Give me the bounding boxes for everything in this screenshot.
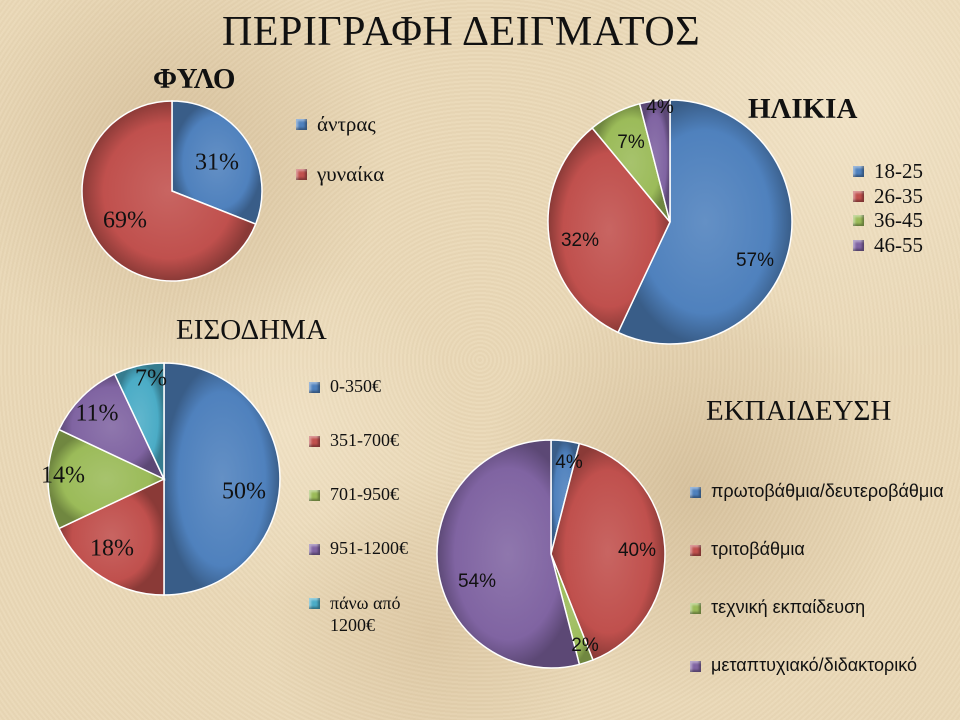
pie-slice-income-5	[113, 362, 165, 480]
legend-swatch	[690, 603, 701, 614]
legend-label: 0-350€	[330, 376, 381, 396]
pie-education	[436, 439, 666, 669]
legend-label: 701-950€	[330, 484, 399, 504]
legend-item-age-4: 46-55	[853, 233, 923, 258]
pie-gender	[81, 100, 263, 282]
pie-slice-education-2	[550, 442, 666, 661]
legend-label: 18-25	[874, 159, 923, 183]
pie-age	[547, 99, 793, 345]
data-label-income-4: 11%	[75, 401, 118, 427]
legend-swatch	[309, 490, 320, 501]
legend-item-gender-1: άντρας	[296, 112, 376, 137]
legend-item-age-2: 26-35	[853, 184, 923, 209]
legend-swatch	[690, 487, 701, 498]
legend-label: μεταπτυχιακό/διδακτορικό	[711, 655, 918, 675]
data-label-gender-1: 31%	[195, 150, 239, 176]
legend-item-income-2: 351-700€	[309, 430, 399, 451]
legend-label: 26-35	[874, 183, 923, 208]
pie-slice-income-2	[58, 477, 165, 596]
data-label-income-1: 50%	[222, 479, 266, 505]
chart-title-income: ΕΙΣΟΔΗΜΑ	[176, 314, 327, 346]
legend-label: γυναίκα	[317, 162, 385, 186]
legend-swatch	[296, 119, 307, 130]
legend-swatch	[690, 661, 701, 672]
pie-slice-education-4	[436, 439, 581, 669]
legend-item-education-3: τεχνική εκπαίδευση	[690, 597, 865, 618]
chart-title-age: ΗΛΙΚΙΑ	[748, 93, 858, 125]
legend-item-income-5: πάνω από 1200€	[309, 592, 420, 636]
legend-swatch	[309, 598, 320, 609]
data-label-age-4: 4%	[646, 97, 674, 118]
pie-slice-income-3	[47, 428, 166, 530]
legend-swatch	[309, 382, 320, 393]
legend-item-income-4: 951-1200€	[309, 538, 408, 559]
data-label-income-5: 7%	[135, 366, 167, 392]
legend-label: 36-45	[874, 208, 923, 232]
legend-label: τεχνική εκπαίδευση	[711, 597, 866, 617]
chart-title-gender: ΦΥΛΟ	[153, 63, 236, 95]
pie-slice-gender-1	[171, 100, 263, 226]
pie-slice-income-1	[163, 362, 281, 596]
legend-swatch	[296, 169, 307, 180]
data-label-education-2: 40%	[618, 540, 656, 561]
legend-item-education-2: τριτοβάθμια	[690, 539, 805, 560]
legend-swatch	[309, 436, 320, 447]
data-label-age-2: 32%	[561, 230, 599, 251]
data-label-age-1: 57%	[736, 250, 774, 271]
legend-label: τριτοβάθμια	[711, 539, 805, 559]
legend-label: 351-700€	[330, 430, 399, 450]
legend-swatch	[853, 239, 864, 251]
legend-item-income-3: 701-950€	[309, 484, 399, 505]
slide-title: ΠΕΡΙΓΡΑΦΗ ΔΕΙΓΜΑΤΟΣ	[222, 9, 701, 55]
legend-item-gender-2: γυναίκα	[296, 162, 384, 187]
data-label-education-4: 54%	[458, 571, 496, 592]
legend-label: 46-55	[874, 232, 923, 257]
legend-item-income-1: 0-350€	[309, 376, 381, 397]
legend-label: πρωτοβάθμια/δευτεροβάθμια	[711, 481, 944, 501]
pie-slice-age-1	[617, 99, 793, 345]
data-label-income-2: 18%	[90, 536, 134, 562]
pie-income	[47, 362, 281, 596]
legend-label: 951-1200€	[330, 538, 408, 558]
legend-label: άντρας	[317, 112, 376, 136]
data-label-age-3: 7%	[617, 132, 645, 153]
legend-swatch	[853, 215, 864, 226]
pie-slice-income-4	[58, 373, 166, 481]
legend-item-age-1: 18-25	[853, 159, 923, 184]
data-label-education-1: 4%	[555, 452, 583, 473]
data-label-income-3: 14%	[41, 463, 85, 489]
legend-item-age-3: 36-45	[853, 208, 923, 233]
legend-swatch	[690, 545, 701, 556]
pie-slice-age-2	[547, 126, 671, 334]
legend-swatch	[309, 544, 320, 555]
legend-swatch	[853, 190, 864, 202]
legend-swatch	[853, 166, 864, 177]
pie-slice-age-4	[638, 99, 671, 223]
data-label-education-3: 2%	[571, 635, 599, 656]
data-label-gender-2: 69%	[103, 208, 147, 234]
pie-slice-gender-2	[81, 100, 257, 282]
legend-item-education-1: πρωτοβάθμια/δευτεροβάθμια	[690, 481, 944, 502]
legend-item-education-4: μεταπτυχιακό/διδακτορικό	[690, 655, 917, 676]
chart-title-education: ΕΚΠΑΙΔΕΥΣΗ	[706, 395, 892, 427]
legend-label: πάνω από 1200€	[330, 593, 401, 635]
